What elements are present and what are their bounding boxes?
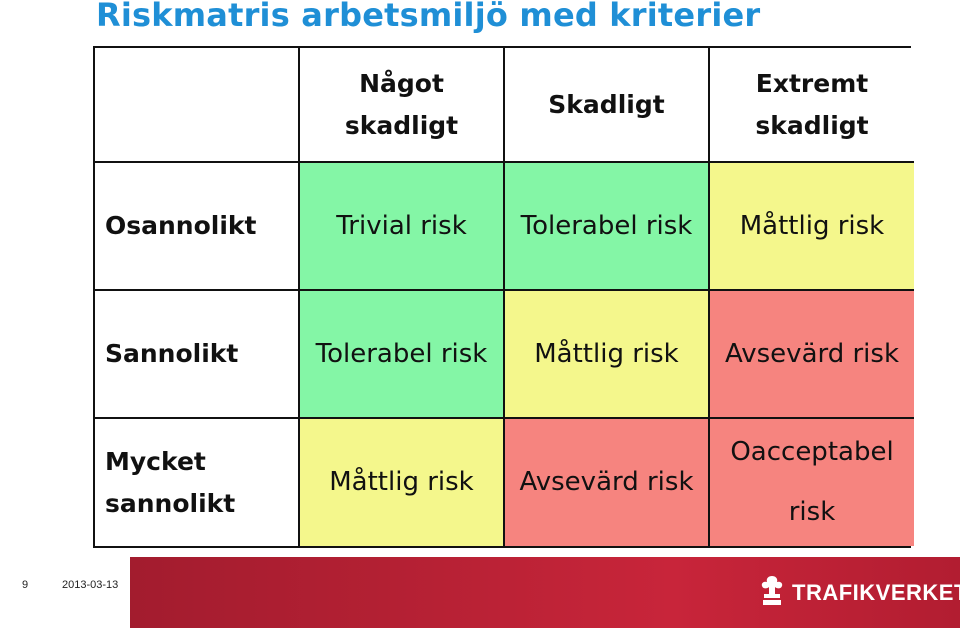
risk-cell-label: Måttlig risk	[534, 338, 679, 369]
risk-cell: Tolerabel risk	[505, 163, 710, 291]
risk-cell: Måttlig risk	[710, 163, 914, 291]
risk-cell-label: Trivial risk	[336, 210, 467, 241]
column-header-nagot-skadligt: Något skadligt	[300, 48, 505, 163]
row-header-label: Osannolikt	[105, 211, 257, 241]
risk-cell: Tolerabel risk	[300, 291, 505, 419]
risk-matrix: Något skadligt Skadligt Extremt skadligt…	[93, 46, 914, 548]
page-title: Riskmatris arbetsmiljö med kriterier	[96, 0, 761, 34]
risk-cell-label: Avsevärd risk	[724, 338, 900, 369]
slide-date: 2013-03-13	[62, 579, 119, 591]
column-header-skadligt: Skadligt	[505, 48, 710, 163]
risk-cell: Måttlig risk	[505, 291, 710, 419]
row-header-osannolikt: Osannolikt	[95, 163, 300, 291]
risk-cell-label: Måttlig risk	[739, 210, 885, 241]
risk-cell-label: Oacceptabel risk	[730, 436, 894, 527]
risk-cell: Oacceptabel risk	[710, 419, 914, 546]
footer-bar: 9 2013-03-13 TRAFIKVERKET	[0, 557, 960, 628]
risk-cell-label: Måttlig risk	[329, 467, 474, 497]
risk-cell: Måttlig risk	[300, 419, 505, 546]
column-header-label: Extremt skadligt	[755, 69, 869, 140]
risk-cell: Avsevärd risk	[505, 419, 710, 546]
row-header-sannolikt: Sannolikt	[95, 291, 300, 419]
risk-cell-label: Avsevärd risk	[519, 467, 694, 497]
column-header-label: Skadligt	[548, 89, 665, 119]
column-header-extremt-skadligt: Extremt skadligt	[710, 48, 914, 163]
matrix-corner-cell	[95, 48, 300, 163]
row-header-label: Sannolikt	[105, 339, 239, 369]
risk-cell: Avsevärd risk	[710, 291, 914, 419]
risk-cell-label: Tolerabel risk	[520, 210, 693, 241]
risk-cell-label: Tolerabel risk	[315, 338, 488, 369]
page-number: 9	[22, 579, 29, 591]
footer-info: 9 2013-03-13	[0, 557, 130, 628]
trafikverket-logo: TRAFIKVERKET	[758, 574, 960, 612]
row-header-mycket-sannolikt: Mycket sannolikt	[95, 419, 300, 546]
trafikverket-logo-icon	[758, 574, 786, 612]
logo-text: TRAFIKVERKET	[792, 580, 960, 605]
risk-cell: Trivial risk	[300, 163, 505, 291]
column-header-label: Något skadligt	[344, 69, 459, 140]
row-header-label: Mycket sannolikt	[105, 447, 236, 518]
